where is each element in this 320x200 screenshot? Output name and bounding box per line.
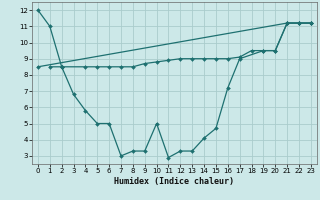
X-axis label: Humidex (Indice chaleur): Humidex (Indice chaleur): [115, 177, 234, 186]
